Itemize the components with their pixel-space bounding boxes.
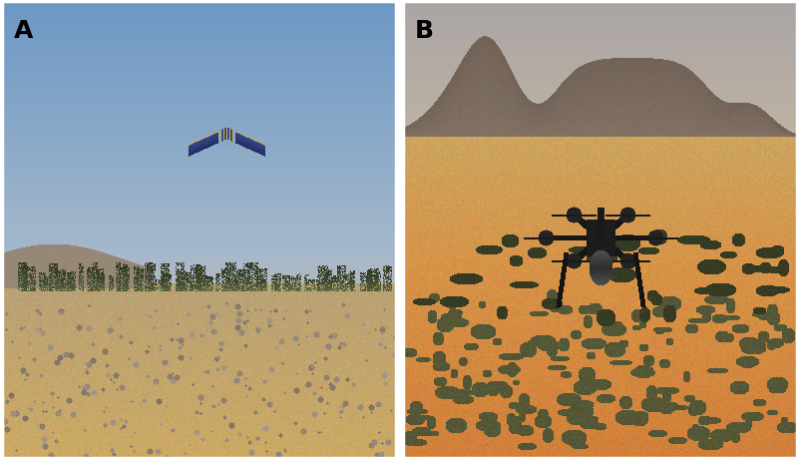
Text: A: A	[14, 19, 33, 43]
Text: B: B	[415, 19, 434, 43]
